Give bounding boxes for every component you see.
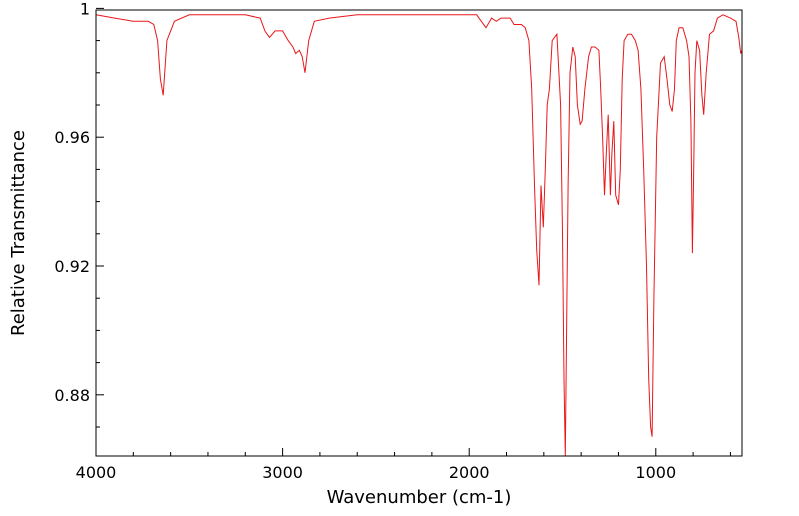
plot-frame xyxy=(95,9,743,457)
y-tick-label: 0.88 xyxy=(54,386,90,405)
y-tick-label: 0.92 xyxy=(54,257,90,276)
y-tick-label: 0.96 xyxy=(54,128,90,147)
x-tick-label: 3000 xyxy=(262,463,303,482)
y-axis-title: Relative Transmittance xyxy=(8,130,29,336)
y-tick-label: 1 xyxy=(80,0,90,18)
x-tick-label: 1000 xyxy=(635,463,676,482)
spectrum-series-line xyxy=(95,14,743,457)
plot-area xyxy=(96,10,742,456)
x-tick-label: 4000 xyxy=(76,463,117,482)
minor-ticks xyxy=(96,40,731,456)
x-axis-title: Wavenumber (cm-1) xyxy=(327,487,512,508)
y-tick-labels: 1 0.96 0.92 0.88 xyxy=(54,0,90,405)
x-tick-labels: 4000 3000 2000 1000 xyxy=(76,463,677,482)
x-tick-label: 2000 xyxy=(449,463,490,482)
